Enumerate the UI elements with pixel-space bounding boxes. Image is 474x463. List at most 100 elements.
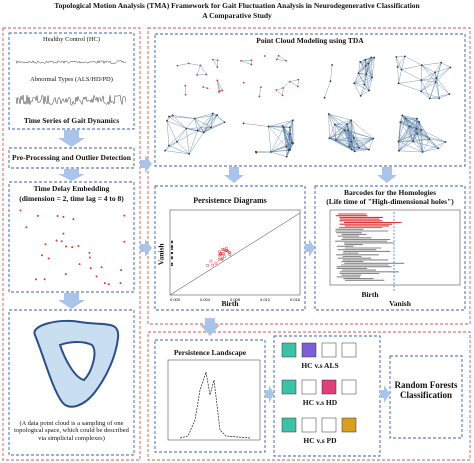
graph-node xyxy=(428,97,431,100)
graph-edge xyxy=(429,138,439,149)
graph-node xyxy=(196,129,199,132)
graph-edge xyxy=(194,118,198,131)
graph-node xyxy=(370,56,373,59)
graph-edge xyxy=(398,69,402,84)
graph-edge xyxy=(188,130,198,154)
graph-node xyxy=(275,89,278,91)
graph-edge xyxy=(276,59,287,61)
graph-edge xyxy=(366,74,370,91)
graph-edge xyxy=(335,120,352,141)
embedded-point xyxy=(64,245,67,248)
graph-edge xyxy=(166,120,170,146)
graph-edge xyxy=(364,77,373,85)
embedded-point xyxy=(120,269,123,272)
graph-edge xyxy=(166,120,187,129)
graph-node xyxy=(403,55,406,58)
classifier-label: Random Forests Classification xyxy=(394,380,458,401)
graph-edge xyxy=(346,123,352,142)
graph-edge xyxy=(368,138,374,150)
graph-edge xyxy=(400,115,403,123)
graph-node xyxy=(216,114,219,116)
graph-edge xyxy=(259,87,262,97)
graph-edge xyxy=(194,114,218,119)
graph-edge xyxy=(217,114,225,123)
graph-node xyxy=(176,64,179,67)
graph-edge xyxy=(328,113,349,131)
graph-node xyxy=(221,89,224,92)
graph-node xyxy=(329,80,332,83)
graph-edge xyxy=(194,118,204,133)
graph-edge xyxy=(396,56,402,70)
graph-node xyxy=(275,58,278,61)
graph-edge xyxy=(360,61,373,78)
graph-edge xyxy=(419,121,430,140)
graph-node xyxy=(328,137,331,140)
graph-edge xyxy=(291,120,294,143)
graph-node xyxy=(242,122,245,125)
barcodes-x-label: Birth xyxy=(361,290,379,299)
graph-edge xyxy=(354,83,361,96)
graph-edge xyxy=(334,124,352,142)
graph-edge xyxy=(328,113,352,121)
graph-edge xyxy=(328,114,330,139)
graph-node xyxy=(350,119,353,122)
graph-edge xyxy=(282,87,284,96)
graph-edge xyxy=(371,57,375,78)
graph-edge xyxy=(186,128,204,133)
swatch xyxy=(281,342,297,358)
embedded-point xyxy=(95,275,98,278)
graph-edge xyxy=(401,56,406,70)
graph-node xyxy=(199,64,202,67)
graph-edge xyxy=(358,57,372,74)
arrow-right xyxy=(140,239,152,257)
graph-edge xyxy=(329,138,355,152)
embedded-point xyxy=(56,214,59,217)
graph-edge xyxy=(289,120,294,135)
graph-edge xyxy=(353,137,370,150)
graph-node xyxy=(353,150,356,153)
embedded-point xyxy=(62,215,65,218)
graph-edge xyxy=(364,84,370,91)
graph-edge xyxy=(211,122,225,128)
graph-edge xyxy=(282,120,293,127)
graph-node xyxy=(365,73,368,76)
graph-edge xyxy=(360,61,369,64)
embedded-point xyxy=(19,209,22,212)
graph-node xyxy=(205,73,208,76)
graph-edge xyxy=(268,125,283,127)
graph-node xyxy=(408,125,411,128)
graph-node xyxy=(434,81,437,84)
graph-edge xyxy=(282,125,290,128)
arrow-down xyxy=(58,130,85,147)
classifier-box xyxy=(389,355,463,439)
graph-edge xyxy=(241,60,252,62)
graph-edge xyxy=(398,79,422,84)
graph-edge xyxy=(347,120,352,131)
graph-node xyxy=(168,115,170,118)
pd-point xyxy=(171,251,173,254)
pd-point xyxy=(219,253,223,257)
preprocessing-box xyxy=(8,147,135,169)
graph-edge xyxy=(358,73,367,75)
graph-node xyxy=(216,79,219,82)
graph-node xyxy=(421,151,424,153)
graph-edge xyxy=(420,77,437,92)
graph-node xyxy=(395,56,398,58)
graph-edge xyxy=(283,81,290,89)
graph-edge xyxy=(349,141,352,147)
graph-edge xyxy=(421,65,436,73)
graph-node xyxy=(258,95,261,98)
pd-point xyxy=(221,252,225,256)
graph-edge xyxy=(328,113,348,125)
barcode-axes xyxy=(329,209,461,286)
graph-node xyxy=(357,72,360,75)
graph-edge xyxy=(419,121,423,153)
graph-edge xyxy=(354,149,369,152)
time-series xyxy=(15,94,127,106)
embedded-point xyxy=(89,267,92,270)
pd-y-label: Vanish xyxy=(156,243,166,266)
embedded-point xyxy=(88,256,91,259)
graph-edge xyxy=(203,114,218,133)
graph-edge xyxy=(365,59,373,78)
barcodes-title: Barcodes for the Homologies xyxy=(343,188,436,197)
